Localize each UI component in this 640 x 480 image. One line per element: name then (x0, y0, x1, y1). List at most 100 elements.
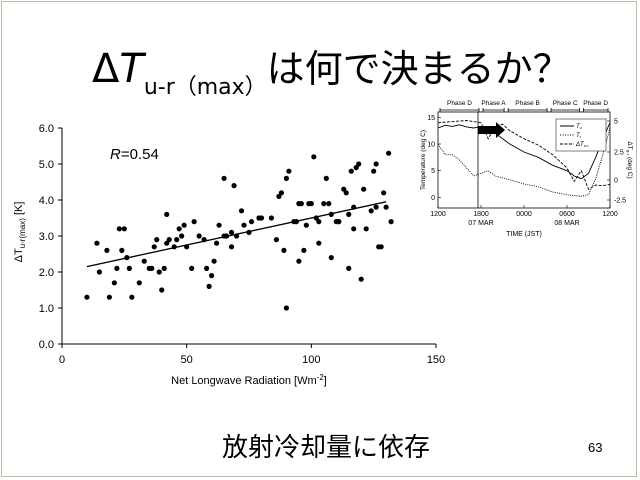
scatter-point (323, 175, 329, 181)
inset-x-tick-label: 1800 (473, 211, 489, 218)
title-t: T (119, 46, 144, 92)
inset-x-label: TIME (JST) (506, 231, 542, 238)
scatter-point (368, 208, 374, 214)
title-subscript: u-r（max） (143, 75, 267, 100)
scatter-point (164, 211, 170, 217)
scatter-point (373, 204, 379, 210)
scatter-point (176, 226, 182, 232)
inset-series (437, 120, 611, 197)
y-label-unit: [K] (13, 202, 25, 219)
slide-caption: 放射冷却量に依存 (222, 433, 431, 463)
scatter-point (363, 226, 369, 232)
scatter-chart: 0.01.02.03.04.05.06.0 0 50 100 150 R=0.54 N… (13, 123, 445, 387)
scatter-point (211, 258, 217, 264)
scatter-point (298, 201, 304, 207)
scatter-y-label: ΔTu-r(max) [K] (13, 202, 27, 263)
scatter-x-tick-label: 0 (59, 354, 65, 366)
scatter-point (166, 237, 172, 243)
scatter-x-tick-label: 50 (181, 354, 193, 366)
scatter-point (221, 175, 227, 181)
series-line-tr (437, 127, 611, 197)
scatter-point (213, 240, 220, 246)
scatter-point (181, 222, 187, 228)
series-line-dtur (437, 120, 611, 190)
phase-label: Phase C (553, 100, 578, 107)
inset-y-tick-left-label: 0 (431, 195, 435, 202)
scatter-points (84, 150, 394, 311)
inset-y-label-right: ΔTu-r (deg C) (626, 141, 634, 178)
scatter-point (388, 219, 394, 225)
scatter-point (278, 190, 285, 196)
scatter-point (196, 233, 202, 239)
scatter-point (328, 255, 334, 261)
scatter-point (114, 265, 120, 271)
x-label-sup: -2 (317, 373, 325, 382)
inset-phase-bars: Phase D Phase A Phase B Phase C Phase D (439, 100, 608, 112)
scatter-point (336, 219, 342, 225)
phase-label: Phase B (515, 100, 540, 107)
scatter-point (216, 222, 222, 228)
scatter-point (311, 154, 317, 160)
scatter-point (121, 226, 127, 232)
inset-x-tick-label: 0600 (559, 211, 575, 218)
inset-x-tick-label: 1200 (602, 211, 618, 218)
series-line-tu (437, 122, 611, 180)
inset-y-label-left: Temperature (deg C) (420, 130, 427, 190)
scatter-x-label: Net Longwave Radiation [Wm-2] (171, 373, 327, 387)
scatter-point (136, 280, 142, 286)
scatter-point (283, 305, 289, 311)
scatter-trendline (86, 201, 387, 268)
inset-legend: Tu Tr ΔTu-r (555, 118, 607, 152)
y-label-delta: ΔT (13, 248, 25, 262)
scatter-point (316, 240, 322, 246)
scatter-point (159, 287, 165, 293)
scatter-y-tick-label: 1.0 (39, 303, 54, 315)
scatter-point (84, 294, 90, 300)
slide-title: ΔTu-r（max）は何で決まるか？ (92, 38, 571, 101)
scatter-point (356, 161, 362, 167)
title-delta: Δ (92, 46, 120, 92)
scatter-point (154, 237, 160, 243)
scatter-point (273, 237, 280, 243)
scatter-point (286, 168, 292, 174)
phase-label: Phase A (481, 100, 506, 107)
inset-y-tick-left-label: 15 (427, 115, 435, 122)
scatter-point (386, 150, 392, 156)
y-label-sub: u-r(max) (18, 218, 27, 249)
scatter-x-tick-label: 100 (302, 354, 320, 366)
inset-y-tick-right-label: -2.5 (614, 198, 626, 205)
scatter-point (241, 222, 247, 228)
scatter-point (373, 161, 379, 167)
scatter-point (111, 280, 117, 286)
annotation-value: =0.54 (121, 146, 159, 163)
scatter-point (238, 208, 245, 214)
scatter-point (248, 219, 255, 225)
inset-date-label: 07 MAR (468, 220, 493, 227)
scatter-point (326, 201, 332, 207)
scatter-point (283, 175, 289, 181)
scatter-point (116, 226, 122, 232)
phase-label: Phase D (583, 100, 608, 107)
scatter-point (321, 201, 327, 207)
inset-y-tick-right-label: 5 (614, 119, 618, 126)
scatter-point (206, 283, 212, 289)
scatter-point (151, 244, 157, 250)
inset-x-tick-label: 0000 (516, 211, 532, 218)
inset-legend-box (555, 118, 607, 152)
scatter-x-tick-label: 150 (427, 354, 445, 366)
scatter-point (119, 247, 125, 253)
scatter-point (308, 201, 314, 207)
scatter-point (346, 211, 352, 217)
scatter-point (104, 247, 110, 253)
inset-ticks: 1200 1800 0000 0600 1200 07 MAR 08 MAR 0 5 10 15 -2… (427, 115, 626, 227)
scatter-point (149, 265, 155, 271)
scatter-point (209, 273, 215, 279)
correlation-annotation: R=0.54 (110, 146, 159, 163)
scatter-point (141, 258, 147, 264)
scatter-point (351, 226, 357, 232)
inset-y-tick-right-label: 2.5 (614, 150, 624, 157)
scatter-point (94, 240, 100, 246)
scatter-point (371, 168, 377, 174)
arrow-icon (478, 122, 505, 138)
